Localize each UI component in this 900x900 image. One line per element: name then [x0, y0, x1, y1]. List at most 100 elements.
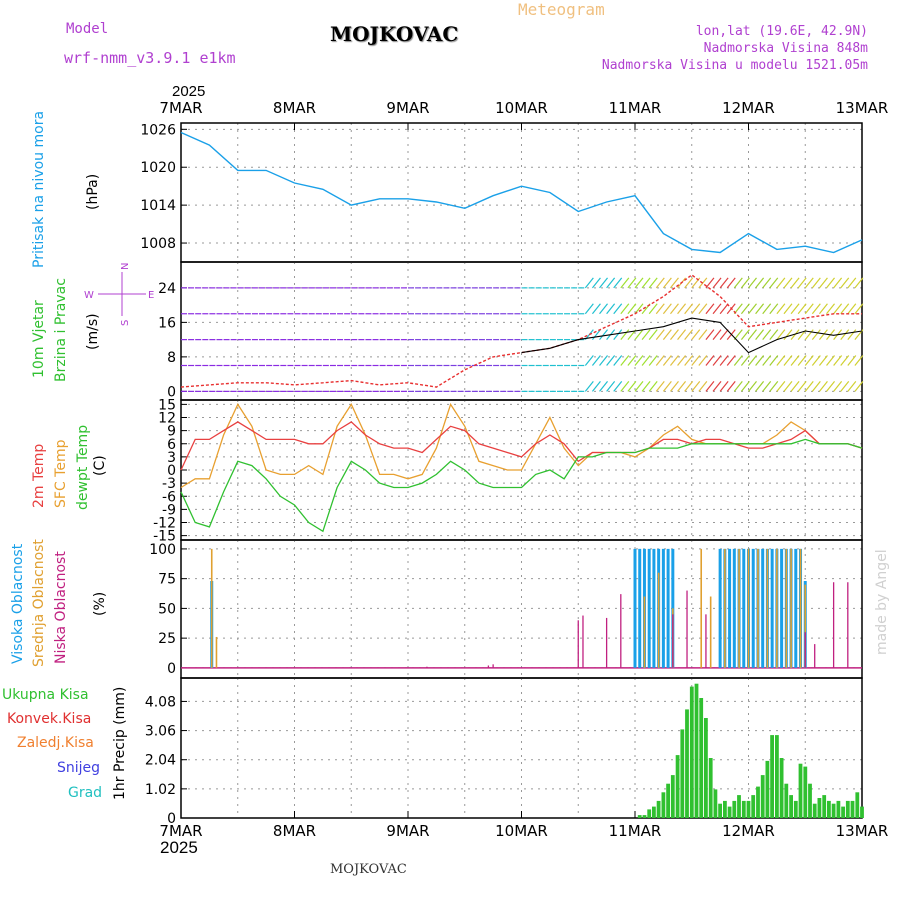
wind-tick-label: 16	[158, 315, 176, 331]
wind-barb	[705, 381, 715, 392]
wind-barb	[847, 303, 857, 315]
wind-barb	[740, 329, 750, 340]
year-top: 2025	[172, 83, 206, 100]
wind-barb	[733, 329, 743, 340]
wind-barb	[826, 355, 835, 366]
coords: lon,lat (19.6E, 42.9N)	[695, 24, 868, 39]
wind-barb	[776, 329, 786, 340]
wind-barb	[691, 303, 701, 315]
wind-barb	[740, 303, 750, 315]
wind-barb	[818, 381, 828, 392]
day-label-top: 9MAR	[386, 99, 429, 117]
precip-bar	[661, 792, 666, 818]
cloud-label-1: Visoka Oblacnost	[10, 543, 26, 664]
wind-barb	[620, 329, 630, 340]
pressure-tick-label: 1020	[140, 160, 176, 176]
wind-barb	[811, 277, 821, 289]
precip-bar	[656, 800, 661, 818]
wind-barb	[726, 277, 736, 289]
pressure-tick-label: 1014	[140, 198, 176, 214]
wind-barb	[818, 277, 828, 289]
cloud-label-2: Srednja Oblacnost	[31, 539, 47, 667]
wind-barb	[769, 277, 779, 289]
wind-barb	[769, 381, 779, 392]
wind-barb	[698, 329, 708, 340]
wind-barb	[655, 381, 665, 392]
wind-barb	[783, 329, 793, 340]
wind-barb	[726, 355, 736, 366]
precip-bar	[746, 800, 751, 818]
wind-barb	[783, 381, 793, 392]
day-label-top: 13MAR	[836, 99, 889, 117]
precip-bar	[689, 686, 694, 818]
wind-barb	[627, 277, 637, 289]
compass-w: W	[84, 290, 94, 301]
day-label-bottom: 8MAR	[273, 822, 316, 840]
wind-barb	[762, 277, 772, 289]
wind-barb	[818, 355, 828, 366]
wind-barb	[854, 355, 864, 366]
wind-barb	[804, 381, 814, 392]
subtitle: Meteogram	[518, 0, 605, 19]
wind-barb	[634, 303, 644, 315]
precip-bar	[827, 800, 831, 818]
wind-barb	[705, 329, 715, 340]
cloud-label-3: Niska Oblacnost	[53, 551, 69, 664]
dewpoint-line	[180, 438, 863, 533]
pressure-line	[180, 131, 863, 254]
pressure-unit: (hPa)	[85, 174, 101, 210]
precip-bar	[822, 795, 827, 818]
wind-barb	[783, 277, 793, 289]
wind-barb	[719, 303, 729, 315]
precip-tick-label: 3.06	[145, 724, 176, 740]
precip-bar	[817, 798, 822, 818]
wind-barb	[776, 303, 786, 315]
compass-s: S	[120, 320, 131, 326]
wind-barb	[599, 303, 608, 315]
wind-direction-line	[521, 317, 863, 354]
wind-barb	[641, 381, 651, 392]
pressure-tick-label: 1026	[140, 122, 176, 138]
wind-barb	[670, 303, 679, 315]
temp-tick-label: -12	[153, 516, 176, 532]
wind-barb	[755, 303, 765, 315]
wind-barb	[733, 381, 743, 392]
precip-tick-label: 1.02	[145, 782, 176, 798]
wind-barb	[677, 381, 687, 392]
precip-bar	[808, 783, 812, 818]
wind-barb	[591, 355, 601, 366]
temp-tick-label: 6	[167, 437, 176, 453]
wind-barb	[606, 381, 616, 392]
precip-bar	[789, 795, 793, 818]
wind-barb	[677, 303, 687, 315]
wind-barb	[634, 381, 644, 392]
wind-barb	[733, 355, 743, 366]
wind-barb	[818, 329, 828, 340]
pressure-frame	[180, 122, 863, 263]
wind-barb	[677, 355, 687, 366]
wind-barb	[762, 381, 772, 392]
wind-barb	[797, 381, 807, 392]
legend-conv: Konvek.Kisa	[7, 711, 91, 727]
cloud-frame	[180, 539, 863, 679]
precip-bar	[845, 800, 850, 818]
precip-legend: Ukupna Kisa Konvek.Kisa Zaledj.Kisa Snij…	[2, 687, 102, 801]
precip-bar	[713, 789, 718, 818]
wind-barb	[811, 303, 821, 315]
temp-tick-label: 12	[158, 411, 176, 427]
precip-bar	[803, 766, 808, 818]
wind-barb	[620, 381, 630, 392]
precip-bar	[637, 815, 642, 818]
wind-barb	[740, 355, 750, 366]
precip-bar	[732, 800, 737, 818]
wind-barb	[662, 303, 672, 315]
wind-barb	[677, 329, 687, 340]
precip-bar	[765, 760, 770, 818]
wind-barb	[634, 277, 644, 289]
wind-barb	[634, 329, 644, 340]
wind-barb	[662, 381, 672, 392]
wind-barb	[641, 277, 651, 289]
wind-barb	[755, 277, 765, 289]
wind-barb	[755, 355, 765, 366]
